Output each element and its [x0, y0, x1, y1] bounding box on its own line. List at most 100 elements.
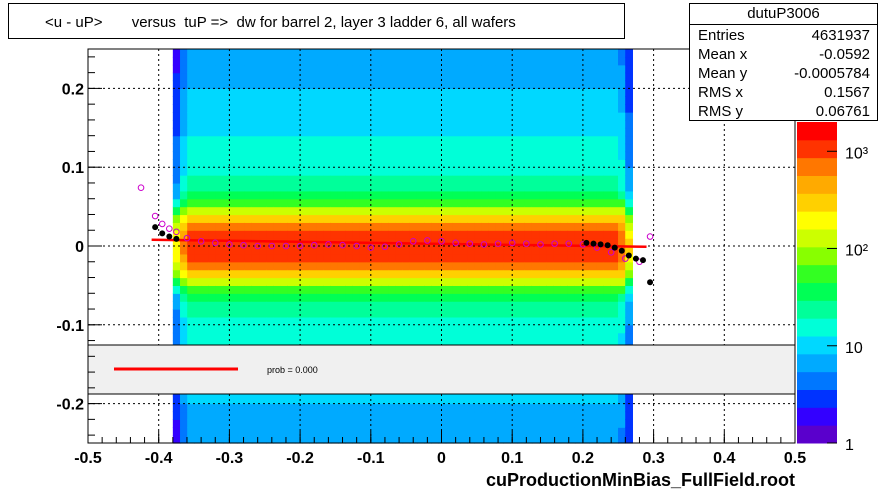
heatmap-cell: [402, 135, 411, 145]
heatmap-cell: [589, 411, 598, 420]
heatmap-cell: [251, 151, 260, 160]
heatmap-cell: [424, 151, 432, 160]
heatmap-cell: [280, 49, 289, 58]
heatmap-cell: [503, 88, 511, 97]
heatmap-cell: [452, 151, 461, 160]
heatmap-cell: [237, 72, 246, 82]
heatmap-cell: [259, 104, 267, 113]
heatmap-cell: [603, 324, 612, 334]
heatmap-cell: [510, 72, 519, 82]
heatmap-cell: [553, 277, 562, 286]
heatmap-cell: [294, 190, 303, 200]
fit-line: [151, 238, 647, 249]
heatmap-cell: [215, 403, 224, 413]
color-scale-bin: [797, 175, 837, 194]
heatmap-cell: [230, 246, 239, 255]
heatmap-cell: [481, 277, 490, 286]
heatmap-cell: [259, 214, 267, 223]
heatmap-cell: [610, 230, 619, 239]
heatmap-cell: [596, 246, 605, 255]
heatmap-cell: [244, 403, 253, 413]
heatmap-cell: [539, 332, 547, 342]
heatmap-cell: [180, 175, 188, 184]
heatmap-cell: [352, 80, 361, 89]
heatmap-cell: [230, 230, 239, 239]
heatmap-cell: [309, 127, 318, 137]
heatmap-cell: [582, 332, 590, 342]
heatmap-cell: [416, 206, 425, 216]
heatmap-cell: [424, 88, 432, 97]
heatmap-cell: [337, 175, 346, 184]
heatmap-cell: [323, 88, 332, 97]
heatmap-cell: [531, 72, 540, 82]
heatmap-cell: [539, 309, 547, 318]
heatmap-cell: [194, 214, 203, 223]
heatmap-cell: [330, 403, 339, 413]
heatmap-cell: [237, 135, 246, 145]
heatmap-cell: [294, 253, 303, 263]
heatmap-cell: [488, 143, 497, 153]
x-tick-label: -0.1: [357, 450, 385, 467]
heatmap-cell: [323, 72, 332, 82]
heatmap-cell: [445, 285, 454, 294]
heatmap-cell: [237, 190, 246, 200]
heatmap-cell: [603, 230, 612, 239]
heatmap-cell: [194, 56, 203, 66]
heatmap-cell: [589, 80, 598, 89]
heatmap-cell: [280, 119, 289, 129]
stats-histogram-name: dutuP3006: [690, 4, 877, 25]
heatmap-cell: [208, 127, 217, 137]
heatmap-cell: [330, 316, 339, 326]
heatmap-cell: [574, 238, 583, 247]
heatmap-cell: [294, 198, 303, 208]
heatmap-cell: [223, 427, 231, 436]
heatmap-cell: [560, 419, 569, 428]
heatmap-cell: [259, 246, 267, 255]
heatmap-cell: [596, 143, 605, 153]
heatmap-cell: [438, 151, 447, 160]
heatmap-cell: [180, 285, 188, 294]
heatmap-cell: [381, 175, 389, 184]
heatmap-cell: [273, 253, 282, 263]
heatmap-cell: [302, 49, 310, 58]
heatmap-cell: [381, 222, 389, 231]
heatmap-cell: [539, 435, 547, 444]
heatmap-cell: [201, 143, 210, 153]
heatmap-cell: [625, 96, 633, 105]
heatmap-cell: [424, 277, 432, 286]
heatmap-cell: [503, 151, 511, 160]
heatmap-cell: [474, 190, 483, 200]
heatmap-cell: [481, 88, 490, 97]
heatmap-cell: [172, 403, 181, 413]
heatmap-cell: [438, 119, 447, 129]
heatmap-cell: [546, 269, 554, 279]
heatmap-cell: [424, 238, 432, 247]
heatmap-cell: [618, 301, 626, 310]
heatmap-cell: [201, 135, 210, 145]
heatmap-cell: [180, 214, 188, 223]
heatmap-cell: [215, 419, 224, 428]
heatmap-cell: [531, 435, 540, 444]
heatmap-cell: [560, 269, 569, 279]
heatmap-cell: [510, 56, 519, 66]
heatmap-cell: [460, 316, 468, 326]
heatmap-cell: [280, 324, 289, 334]
heatmap-cell: [172, 411, 181, 420]
heatmap-cell: [201, 96, 210, 105]
heatmap-cell: [230, 49, 239, 58]
heatmap-cell: [625, 151, 633, 160]
color-scale-bin: [797, 139, 837, 159]
heatmap-cell: [395, 277, 404, 286]
heatmap-cell: [467, 127, 476, 137]
heatmap-cell: [438, 277, 447, 286]
heatmap-cell: [223, 151, 231, 160]
heatmap-cell: [244, 88, 253, 97]
heatmap-cell: [610, 324, 619, 334]
heatmap-cell: [259, 222, 267, 231]
heatmap-cell: [546, 403, 554, 413]
heatmap-cell: [467, 395, 476, 405]
stats-value: -0.0005784: [794, 65, 870, 82]
heatmap-cell: [172, 246, 181, 255]
heatmap-cell: [574, 182, 583, 192]
heatmap-cell: [381, 151, 389, 160]
